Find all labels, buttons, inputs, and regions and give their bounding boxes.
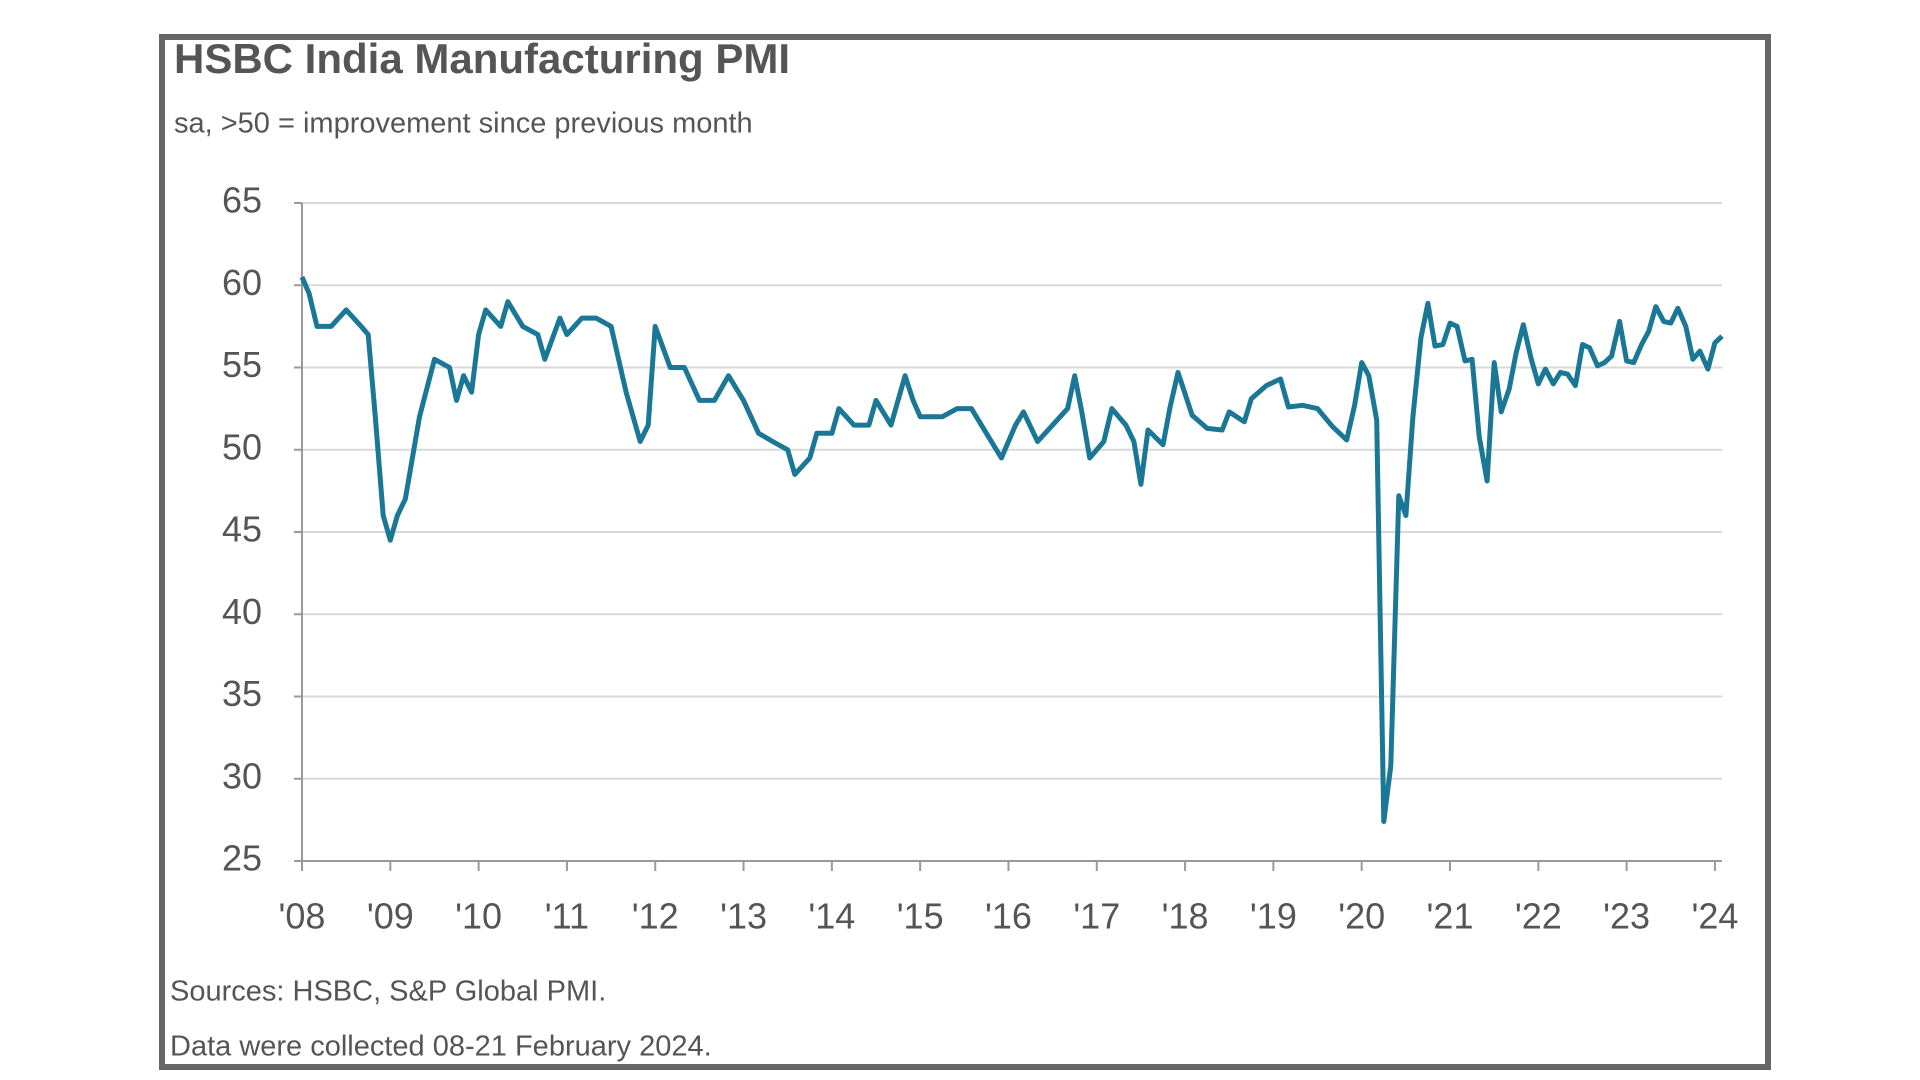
x-tick-label: '10: [455, 896, 502, 937]
x-tick-label: '22: [1515, 896, 1562, 937]
x-tick-label: '24: [1691, 896, 1738, 937]
x-tick-label: '20: [1338, 896, 1385, 937]
y-tick-label: 25: [222, 838, 262, 879]
y-tick-label: 55: [222, 344, 262, 385]
x-tick-label: '19: [1250, 896, 1297, 937]
y-tick-label: 50: [222, 426, 262, 467]
x-tick-label: '17: [1073, 896, 1120, 937]
x-tick-label: '23: [1603, 896, 1650, 937]
x-tick-label: '13: [720, 896, 767, 937]
y-tick-label: 65: [222, 180, 262, 221]
x-tick-label: '14: [808, 896, 855, 937]
x-tick-label: '16: [985, 896, 1032, 937]
x-tick-label: '09: [367, 896, 414, 937]
x-tick-label: '21: [1427, 896, 1474, 937]
x-tick-label: '18: [1162, 896, 1209, 937]
y-tick-label: 35: [222, 673, 262, 714]
frame: [159, 34, 1771, 1070]
x-tick-label: '15: [897, 896, 944, 937]
x-tick-label: '11: [545, 896, 589, 937]
note: Data were collected 08-21 February 2024.: [170, 1031, 712, 1063]
y-tick-label: 45: [222, 509, 262, 550]
chart-subtitle: sa, >50 = improvement since previous mon…: [174, 108, 753, 140]
x-tick-label: '08: [279, 896, 326, 937]
chart-title: HSBC India Manufacturing PMI: [174, 35, 790, 82]
y-tick-label: 40: [222, 591, 262, 632]
source: Sources: HSBC, S&P Global PMI.: [170, 976, 606, 1008]
y-tick-label: 30: [222, 755, 262, 796]
x-tick-label: '12: [632, 896, 679, 937]
y-tick-label: 60: [222, 262, 262, 303]
line: [299, 276, 1724, 824]
